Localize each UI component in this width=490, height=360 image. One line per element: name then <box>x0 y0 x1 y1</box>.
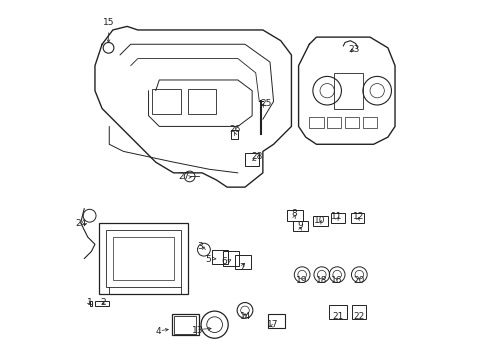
Bar <box>172 314 198 336</box>
Bar <box>106 230 181 287</box>
Text: 17: 17 <box>267 320 279 329</box>
Bar <box>327 117 342 128</box>
Bar <box>231 130 238 139</box>
Text: 23: 23 <box>348 45 360 54</box>
Bar <box>268 314 285 328</box>
Text: 3: 3 <box>197 242 203 251</box>
Text: 12: 12 <box>352 212 364 221</box>
Text: 2: 2 <box>101 298 106 307</box>
Bar <box>293 221 308 231</box>
Bar <box>245 153 259 166</box>
Bar <box>90 301 93 306</box>
Text: 13: 13 <box>192 326 204 335</box>
Text: 11: 11 <box>331 212 343 221</box>
Text: 9: 9 <box>297 221 303 230</box>
Bar <box>363 117 377 128</box>
Bar <box>95 301 109 306</box>
Text: 4: 4 <box>156 327 161 336</box>
Text: 22: 22 <box>354 312 365 321</box>
Text: 5: 5 <box>206 255 212 264</box>
Text: 24: 24 <box>75 219 86 228</box>
Bar <box>334 73 363 109</box>
Bar <box>352 305 367 319</box>
Bar <box>313 216 327 226</box>
Text: 21: 21 <box>332 312 343 321</box>
Text: 16: 16 <box>331 275 343 284</box>
Text: 18: 18 <box>317 275 328 284</box>
Text: 26: 26 <box>229 126 241 135</box>
Bar <box>309 117 323 128</box>
Text: 15: 15 <box>103 18 114 27</box>
Text: 6: 6 <box>222 257 227 266</box>
Text: 8: 8 <box>292 210 297 219</box>
Bar <box>351 212 364 222</box>
Text: 25: 25 <box>261 99 272 108</box>
Bar <box>98 223 188 294</box>
Bar <box>174 316 196 334</box>
Text: 10: 10 <box>314 216 326 225</box>
Bar <box>113 237 173 280</box>
Text: 14: 14 <box>241 312 252 321</box>
Bar <box>331 212 345 222</box>
Text: 27: 27 <box>178 172 189 181</box>
Bar <box>188 89 217 114</box>
Bar <box>152 89 181 114</box>
Text: 28: 28 <box>252 152 263 161</box>
Bar <box>212 249 228 264</box>
Bar <box>287 210 303 221</box>
Text: 19: 19 <box>295 275 307 284</box>
Text: 7: 7 <box>239 263 245 272</box>
Bar <box>345 117 359 128</box>
Text: 1: 1 <box>87 298 93 307</box>
Bar <box>329 305 347 319</box>
Bar <box>223 251 239 266</box>
Bar <box>235 255 251 269</box>
Text: 20: 20 <box>354 275 365 284</box>
